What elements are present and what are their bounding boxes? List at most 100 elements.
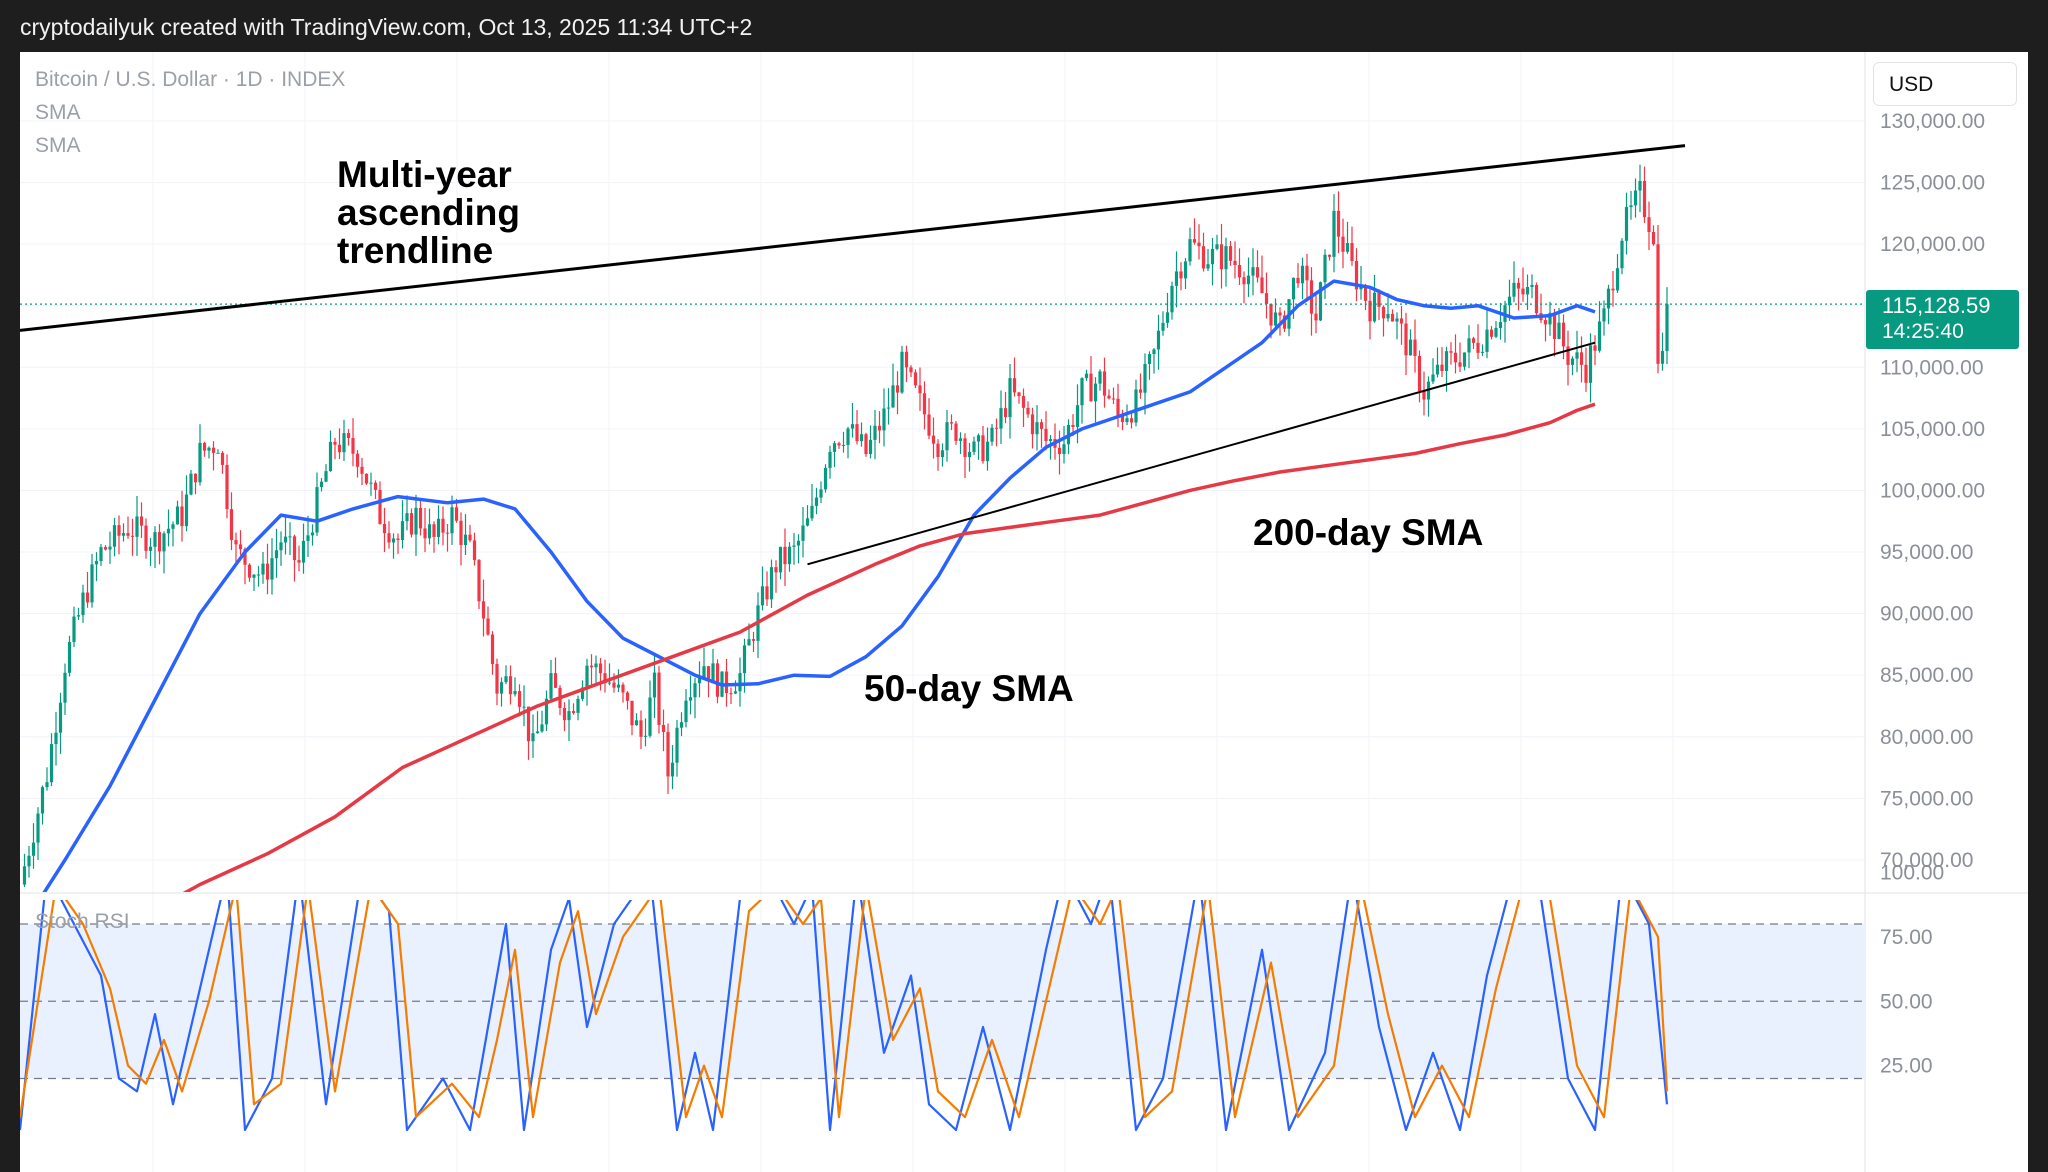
- candle-body: [1093, 383, 1098, 402]
- candle-body: [81, 592, 85, 616]
- stoch-rsi-axis-tick: 50.00: [1880, 990, 1933, 1013]
- candle-body: [1566, 346, 1570, 365]
- sma-legend-2[interactable]: SMA: [35, 134, 81, 157]
- candle-body: [1507, 296, 1512, 306]
- candle-body: [1372, 292, 1377, 322]
- candle-body: [571, 711, 576, 713]
- candle-body: [1246, 275, 1251, 285]
- candle-body: [90, 564, 94, 603]
- candle-body: [1327, 254, 1332, 257]
- candle-body: [117, 525, 121, 536]
- candle-body: [355, 453, 360, 467]
- candle-body: [252, 574, 256, 578]
- candle-body: [1633, 190, 1638, 206]
- candle-body: [904, 351, 909, 368]
- candle-body: [58, 702, 63, 733]
- candle-body: [603, 673, 607, 684]
- candle-body: [184, 494, 189, 527]
- candle-body: [990, 427, 994, 442]
- stoch-rsi-legend[interactable]: Stoch RSI: [35, 910, 130, 933]
- symbol-legend[interactable]: Bitcoin / U.S. Dollar · 1D · INDEX: [35, 68, 346, 91]
- candle-body: [837, 443, 841, 446]
- price-axis-tick: 85,000.00: [1880, 664, 1973, 687]
- candle-body: [859, 434, 864, 442]
- candle-body: [1386, 313, 1390, 319]
- candle-body: [594, 663, 598, 668]
- candle-body: [1377, 292, 1381, 307]
- candle-body: [562, 707, 567, 721]
- candle-body: [868, 439, 873, 455]
- candle-body: [1615, 268, 1620, 291]
- candle-body: [882, 408, 886, 431]
- candle-body: [1561, 322, 1566, 347]
- candle-body: [549, 673, 553, 699]
- candle-body: [1521, 288, 1525, 295]
- candle-body: [373, 482, 378, 490]
- candle-body: [432, 524, 436, 537]
- candle-body: [72, 616, 76, 642]
- candle-body: [274, 550, 279, 559]
- stoch-rsi-axis-tick: 75.00: [1880, 926, 1933, 949]
- candle-body: [423, 528, 427, 539]
- currency-selector[interactable]: USD: [1873, 62, 2017, 106]
- candle-body: [1080, 378, 1084, 406]
- candle-body: [490, 634, 495, 665]
- candle-body: [954, 423, 958, 441]
- candle-body: [1485, 329, 1489, 352]
- candle-body: [130, 535, 135, 537]
- candle-body: [1071, 424, 1075, 428]
- candle-body: [198, 442, 202, 483]
- candle-body: [715, 663, 720, 697]
- price-axis-tick: 90,000.00: [1880, 603, 1973, 626]
- price-axis-tick: 125,000.00: [1880, 172, 1985, 195]
- candle-body: [1035, 422, 1039, 435]
- candle-body: [1152, 349, 1156, 354]
- candle-body: [1606, 288, 1611, 309]
- candle-body: [1278, 312, 1282, 316]
- candle-body: [333, 441, 337, 445]
- sma-legend-1[interactable]: SMA: [35, 101, 81, 124]
- candle-body: [297, 560, 301, 563]
- candle-body: [1435, 364, 1440, 375]
- candle-body: [841, 444, 846, 446]
- candle-body: [1201, 246, 1206, 269]
- candle-body: [958, 438, 963, 441]
- candle-body: [54, 732, 58, 745]
- candle-body: [585, 665, 589, 688]
- price-axis-tick: 120,000.00: [1880, 233, 1985, 256]
- candle-body: [463, 534, 468, 546]
- candle-body: [783, 546, 787, 565]
- candle-body: [1440, 364, 1444, 372]
- candle-body: [1143, 363, 1147, 393]
- candle-body: [679, 722, 684, 728]
- candle-body: [1228, 246, 1233, 261]
- candle-body: [1107, 395, 1111, 399]
- candle-body: [1323, 254, 1327, 283]
- sma50-line: [42, 279, 1596, 892]
- candle-body: [1116, 398, 1120, 416]
- candle-body: [931, 435, 936, 444]
- candle-body: [36, 813, 40, 843]
- candle-body: [445, 532, 450, 534]
- candle-body: [139, 516, 144, 526]
- candle-body: [1341, 236, 1345, 252]
- price-axis[interactable]: 130,000.00125,000.00120,000.00115,000.00…: [1880, 110, 1985, 872]
- candle-body: [1368, 300, 1372, 322]
- candle-body: [211, 447, 216, 453]
- candle-body: [918, 385, 922, 394]
- candle-body: [1210, 248, 1215, 265]
- candle-body: [468, 534, 472, 541]
- stoch-rsi-axis-tick: 100.00: [1880, 862, 1944, 885]
- overlay-lines: [20, 144, 1865, 892]
- candle-body: [1161, 322, 1165, 331]
- candle-body: [1219, 244, 1224, 270]
- candle-body: [1296, 277, 1300, 284]
- candle-body: [1147, 353, 1152, 364]
- stoch-rsi-lines: [20, 900, 1669, 1132]
- candle-body: [1156, 330, 1161, 350]
- candle-body: [846, 428, 850, 445]
- candle-body: [1039, 422, 1044, 429]
- candle-body: [576, 698, 580, 713]
- candle-body: [967, 451, 972, 458]
